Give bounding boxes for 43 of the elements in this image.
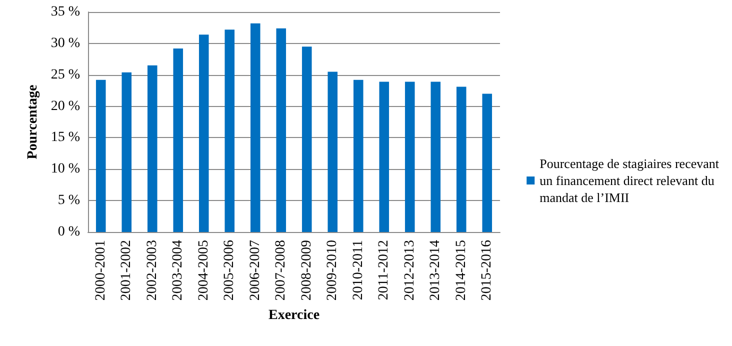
x-tick-label: 2011-2012 xyxy=(376,240,392,300)
bar xyxy=(456,86,466,232)
x-tick-label: 2014-2015 xyxy=(454,240,469,301)
y-tick-label: 10 % xyxy=(50,162,80,177)
x-tick-label: 2006-2007 xyxy=(248,240,263,301)
bar xyxy=(302,46,312,232)
bar xyxy=(482,94,492,232)
bar xyxy=(96,80,106,232)
x-tick-label: 2000-2001 xyxy=(93,240,108,301)
x-tick-label: 2005-2006 xyxy=(222,240,238,301)
x-tick-label: 2013-2014 xyxy=(428,240,444,301)
legend-label: Pourcentage de stagiaires recevant un financement direct relevant du mandat de l’IMII xyxy=(540,156,720,205)
x-tick-label: 2001-2002 xyxy=(119,240,134,301)
bar xyxy=(276,28,286,232)
x-tick-label: 2012-2013 xyxy=(402,240,418,301)
x-tick-label: 2010-2011 xyxy=(350,240,366,300)
y-tick-label: 0 % xyxy=(58,224,80,240)
bar xyxy=(328,72,338,232)
x-tick-label: 2002-2003 xyxy=(144,240,160,301)
bar xyxy=(198,34,209,232)
bar xyxy=(353,80,364,232)
bar xyxy=(379,82,390,232)
y-tick-label: 5 % xyxy=(58,193,80,208)
x-tick-label: 2009-2010 xyxy=(325,240,340,301)
y-tick-label: 15 % xyxy=(50,130,80,146)
x-tick-label: 2015-2016 xyxy=(480,240,495,301)
x-axis-title: Exercice xyxy=(268,308,320,324)
bar xyxy=(173,48,184,232)
y-tick-label: 25 % xyxy=(50,67,80,82)
x-tick-label: 2003-2004 xyxy=(170,240,186,301)
x-tick-label: 2008-2009 xyxy=(299,240,314,301)
y-axis-title: Pourcentage xyxy=(25,84,40,160)
y-tick-label: 30 % xyxy=(50,36,80,51)
bar xyxy=(147,65,158,232)
x-tick-label: 2007-2008 xyxy=(274,240,289,301)
bar xyxy=(430,82,441,232)
y-tick-label: 20 % xyxy=(50,98,80,114)
bar xyxy=(250,23,260,232)
bar xyxy=(122,72,132,232)
x-tick-label: 2004-2005 xyxy=(196,240,212,301)
bar xyxy=(404,82,415,232)
bar xyxy=(224,30,235,232)
y-tick-label: 35 % xyxy=(50,4,80,20)
